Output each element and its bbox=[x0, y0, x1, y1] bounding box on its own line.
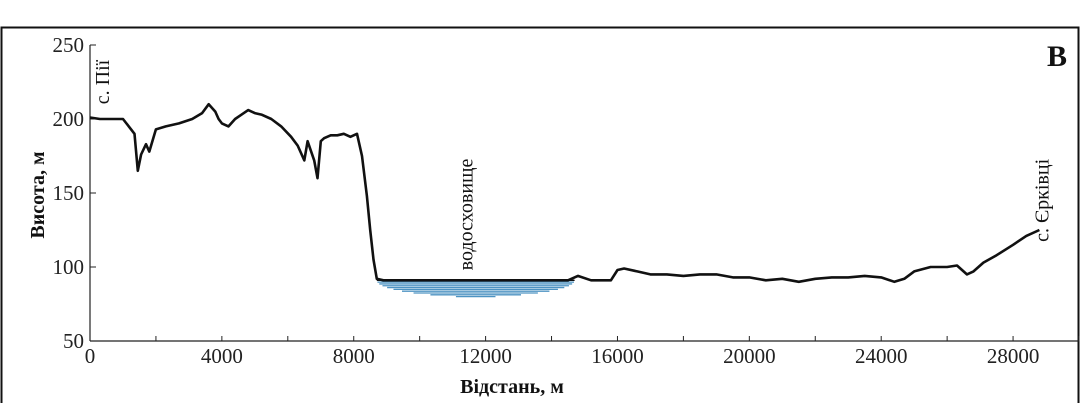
x-tick-label: 28000 bbox=[987, 344, 1040, 368]
x-tick-label: 24000 bbox=[855, 344, 908, 368]
reservoir-fill: водосховище bbox=[376, 159, 575, 298]
x-tick-label: 4000 bbox=[201, 344, 243, 368]
elevation-profile-line bbox=[89, 102, 1040, 284]
y-axis-title: Висота, м bbox=[27, 151, 49, 238]
y-tick-label: 50 bbox=[63, 329, 84, 353]
village-label: с. Пії bbox=[92, 59, 114, 104]
y-tick-label: 250 bbox=[53, 33, 85, 57]
panel-border bbox=[0, 26, 1080, 403]
x-tick-label: 12000 bbox=[459, 344, 512, 368]
x-tick-label: 0 bbox=[85, 344, 96, 368]
x-tick-label: 16000 bbox=[591, 344, 644, 368]
y-tick-label: 150 bbox=[53, 181, 85, 205]
annotations-layer: с. Пії с. Єрківці bbox=[92, 59, 1054, 242]
x-tick-label: 8000 bbox=[333, 344, 375, 368]
x-axis-ticks: 0 4000 8000 12000 16000 20000 24000 28000 bbox=[85, 336, 1080, 368]
series-layer bbox=[89, 102, 1040, 284]
village-label: с. Єрківці bbox=[1032, 158, 1054, 242]
x-tick-label: 20000 bbox=[723, 344, 776, 368]
y-tick-label: 200 bbox=[53, 107, 85, 131]
panel-label: B bbox=[1047, 40, 1067, 73]
y-axis-ticks: 50 100 150 200 250 bbox=[53, 33, 96, 353]
y-tick-label: 100 bbox=[53, 255, 85, 279]
x-axis-title: Відстань, м bbox=[460, 376, 564, 398]
reservoir-label: водосховище bbox=[455, 159, 477, 271]
